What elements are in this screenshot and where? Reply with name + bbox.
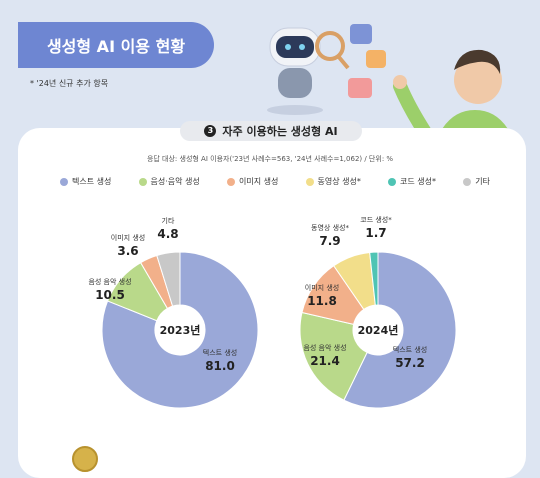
legend-item-text: 텍스트 생성 bbox=[60, 176, 111, 187]
chart-0-category-label-0: 텍스트 생성 bbox=[203, 348, 237, 357]
chart-1-category-label-0: 텍스트 생성 bbox=[393, 345, 427, 354]
chart-1-value-label-3: 7.9 bbox=[319, 234, 340, 248]
legend-item-other: 기타 bbox=[463, 176, 490, 187]
robot-illustration bbox=[267, 24, 386, 115]
chart-1-category-label-2: 이미지 생성 bbox=[305, 283, 339, 292]
chart-0-category-label-1: 음성 음악 생성 bbox=[88, 277, 131, 286]
chart-0-category-label-3: 기타 bbox=[162, 216, 175, 225]
slice-0-0 bbox=[101, 251, 259, 409]
chart-1-category-label-4: 코드 생성* bbox=[360, 215, 392, 224]
chart-1-category-label-3: 동영상 생성* bbox=[311, 223, 349, 232]
legend-item-code: 코드 생성* bbox=[388, 176, 436, 187]
chart-0-value-label-0: 81.0 bbox=[205, 359, 235, 373]
legend-item-voice: 음성·음악 생성 bbox=[138, 176, 200, 187]
chart-0-value-label-1: 10.5 bbox=[95, 288, 125, 302]
slice-1-1 bbox=[299, 311, 368, 401]
chart-0-value-label-3: 4.8 bbox=[157, 227, 178, 241]
coin-icon bbox=[72, 446, 98, 472]
legend: 텍스트 생성 음성·음악 생성 이미지 생성 동영상 생성* 코드 생성* 기타 bbox=[60, 176, 490, 187]
chart-1-value-label-0: 57.2 bbox=[395, 356, 425, 370]
legend-item-image: 이미지 생성 bbox=[226, 176, 278, 187]
new-item-note: * '24년 신규 추가 항목 bbox=[30, 79, 109, 88]
slice-1-0 bbox=[343, 251, 457, 409]
section-title-text: 자주 이용하는 생성형 AI bbox=[222, 125, 338, 138]
chart-1-value-label-1: 21.4 bbox=[310, 354, 340, 368]
section-number: 3 bbox=[204, 125, 217, 137]
response-basis: 응답 대상: 생성형 AI 이용자('23년 사례수=563, '24년 사례수… bbox=[146, 155, 394, 163]
section-title: 3 자주 이용하는 생성형 AI bbox=[180, 121, 362, 141]
slice-1-4 bbox=[369, 251, 379, 306]
chart-0-center-label: 2023년 bbox=[160, 323, 201, 337]
chart-1-value-label-2: 11.8 bbox=[307, 294, 337, 308]
legend-item-video: 동영상 생성* bbox=[305, 176, 361, 187]
page-title: 생성형 AI 이용 현황 bbox=[18, 22, 214, 68]
chart-1-value-label-4: 1.7 bbox=[365, 226, 386, 240]
slice-0-3 bbox=[156, 251, 181, 307]
chart-0-category-label-2: 이미지 생성 bbox=[111, 233, 145, 242]
chart-1-center-label: 2024년 bbox=[358, 323, 399, 337]
chart-1-category-label-1: 음성 음악 생성 bbox=[303, 343, 346, 352]
chart-0-value-label-2: 3.6 bbox=[117, 244, 138, 258]
